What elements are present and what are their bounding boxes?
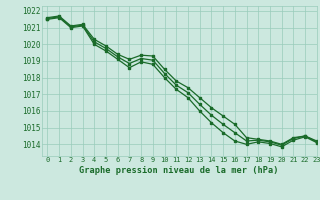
X-axis label: Graphe pression niveau de la mer (hPa): Graphe pression niveau de la mer (hPa)	[79, 166, 279, 175]
